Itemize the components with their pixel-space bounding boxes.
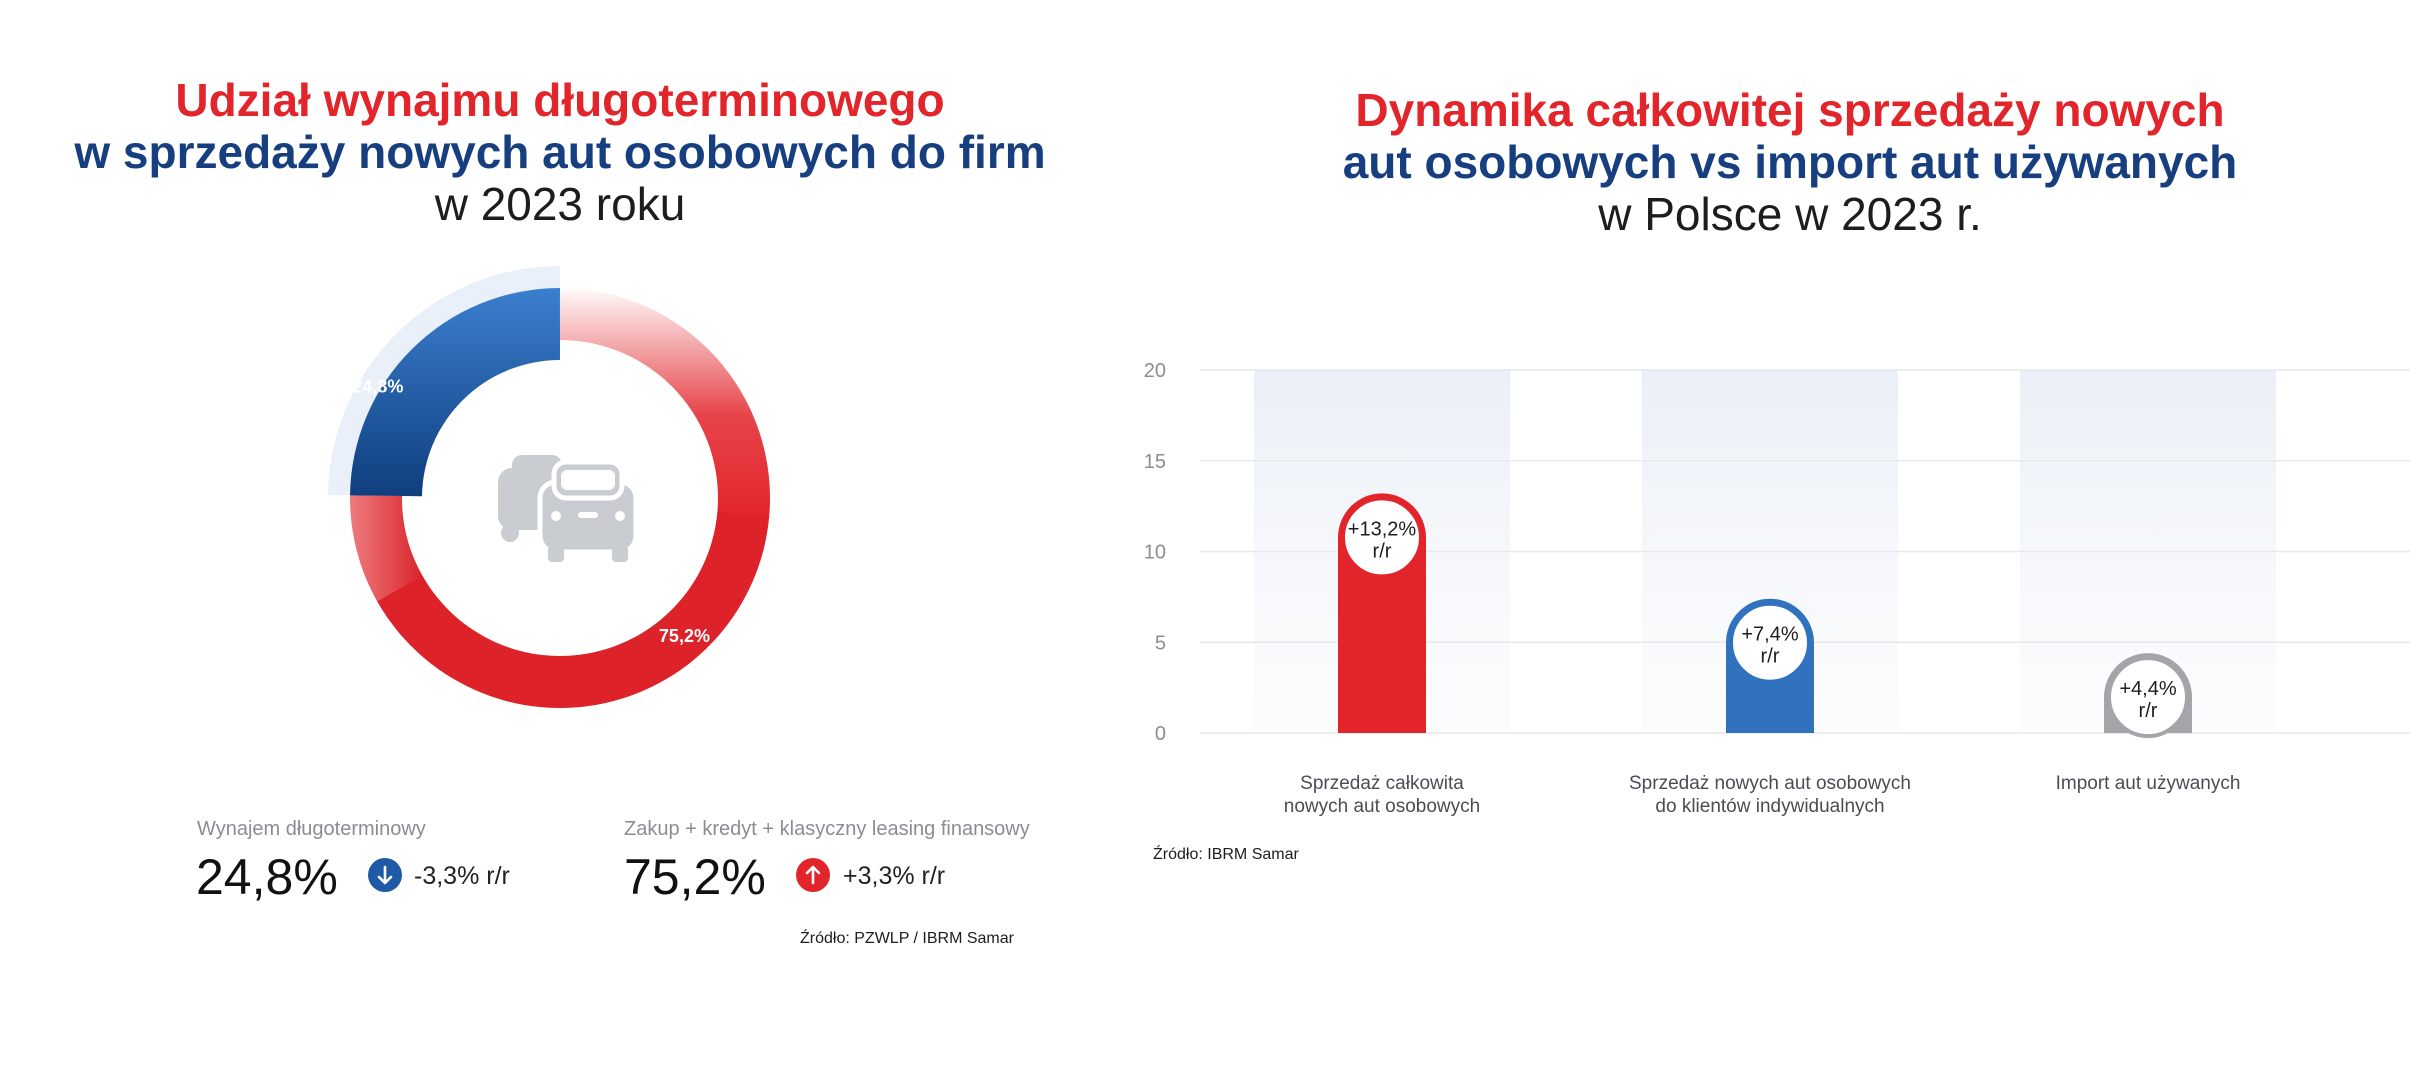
y-tick-label: 5: [1155, 632, 1166, 654]
bar-value-bubble: [2107, 656, 2189, 739]
left-source: Źródło: PZWLP / IBRM Samar: [800, 930, 1014, 947]
left-chart-title: Udział wynajmu długoterminowego w sprzed…: [40, 74, 1080, 231]
donut-label-rental: 24,8%: [352, 376, 403, 396]
stat-change-rental: -3,3% r/r: [414, 862, 510, 890]
left-title-line2: w sprzedaży nowych aut osobowych do firm: [74, 125, 1046, 178]
y-tick-label: 20: [1144, 360, 1166, 382]
left-title-line1: Udział wynajmu długoterminowego: [175, 74, 945, 126]
right-source: Źródło: IBRM Samar: [1153, 846, 1299, 863]
donut-layer: 24,8% 75,2%: [328, 266, 770, 708]
cars-icon: [498, 455, 639, 562]
bar-value-label: +4,4%: [2119, 678, 2176, 700]
donut-slice-purchase: [350, 495, 424, 603]
bar-value-label: +13,2%: [1348, 518, 1417, 540]
x-category-label: Import aut używanych: [2056, 773, 2241, 794]
stat-change-purchase: +3,3% r/r: [843, 862, 946, 890]
donut-slice-rental: [350, 288, 560, 497]
y-tick-label: 0: [1155, 723, 1166, 745]
x-category-label: nowych aut osobowych: [1284, 796, 1480, 817]
stat-value-purchase: 75,2%: [624, 849, 766, 905]
x-category-label: do klientów indywidualnych: [1655, 796, 1884, 817]
stat-label-rental: Wynajem długoterminowy: [197, 818, 426, 840]
right-title-line3: w Polsce w 2023 r.: [1598, 187, 1982, 240]
right-title-line1: Dynamika całkowitej sprzedaży nowych: [1355, 84, 2225, 136]
left-title-line3: w 2023 roku: [434, 177, 686, 230]
bar-value-unit: r/r: [1373, 540, 1392, 562]
bar-value-unit: r/r: [2139, 700, 2158, 722]
y-tick-label: 15: [1144, 451, 1166, 473]
bar-value-bubble: [1729, 601, 1811, 684]
x-category-label: Sprzedaż nowych aut osobowych: [1629, 773, 1911, 794]
donut-chart: 24,8% 75,2%: [328, 266, 770, 708]
stat-value-rental: 24,8%: [196, 849, 338, 905]
bar-value-bubble: [1341, 496, 1423, 579]
arrow-down-icon: [368, 858, 402, 892]
right-chart-title: Dynamika całkowitej sprzedaży nowych aut…: [1200, 84, 2380, 241]
donut-slice-purchase: [377, 511, 770, 708]
donut-slice-purchase: [560, 288, 770, 519]
y-tick-label: 10: [1144, 542, 1166, 564]
right-title-line2: aut osobowych vs import aut używanych: [1342, 135, 2238, 188]
arrow-up-icon: [796, 858, 830, 892]
bar-value-unit: r/r: [1761, 646, 1780, 668]
stat-label-purchase: Zakup + kredyt + klasyczny leasing finan…: [624, 818, 1030, 840]
donut-label-purchase: 75,2%: [659, 626, 710, 646]
x-category-label: Sprzedaż całkowita: [1300, 773, 1464, 794]
bar-value-label: +7,4%: [1741, 624, 1798, 646]
